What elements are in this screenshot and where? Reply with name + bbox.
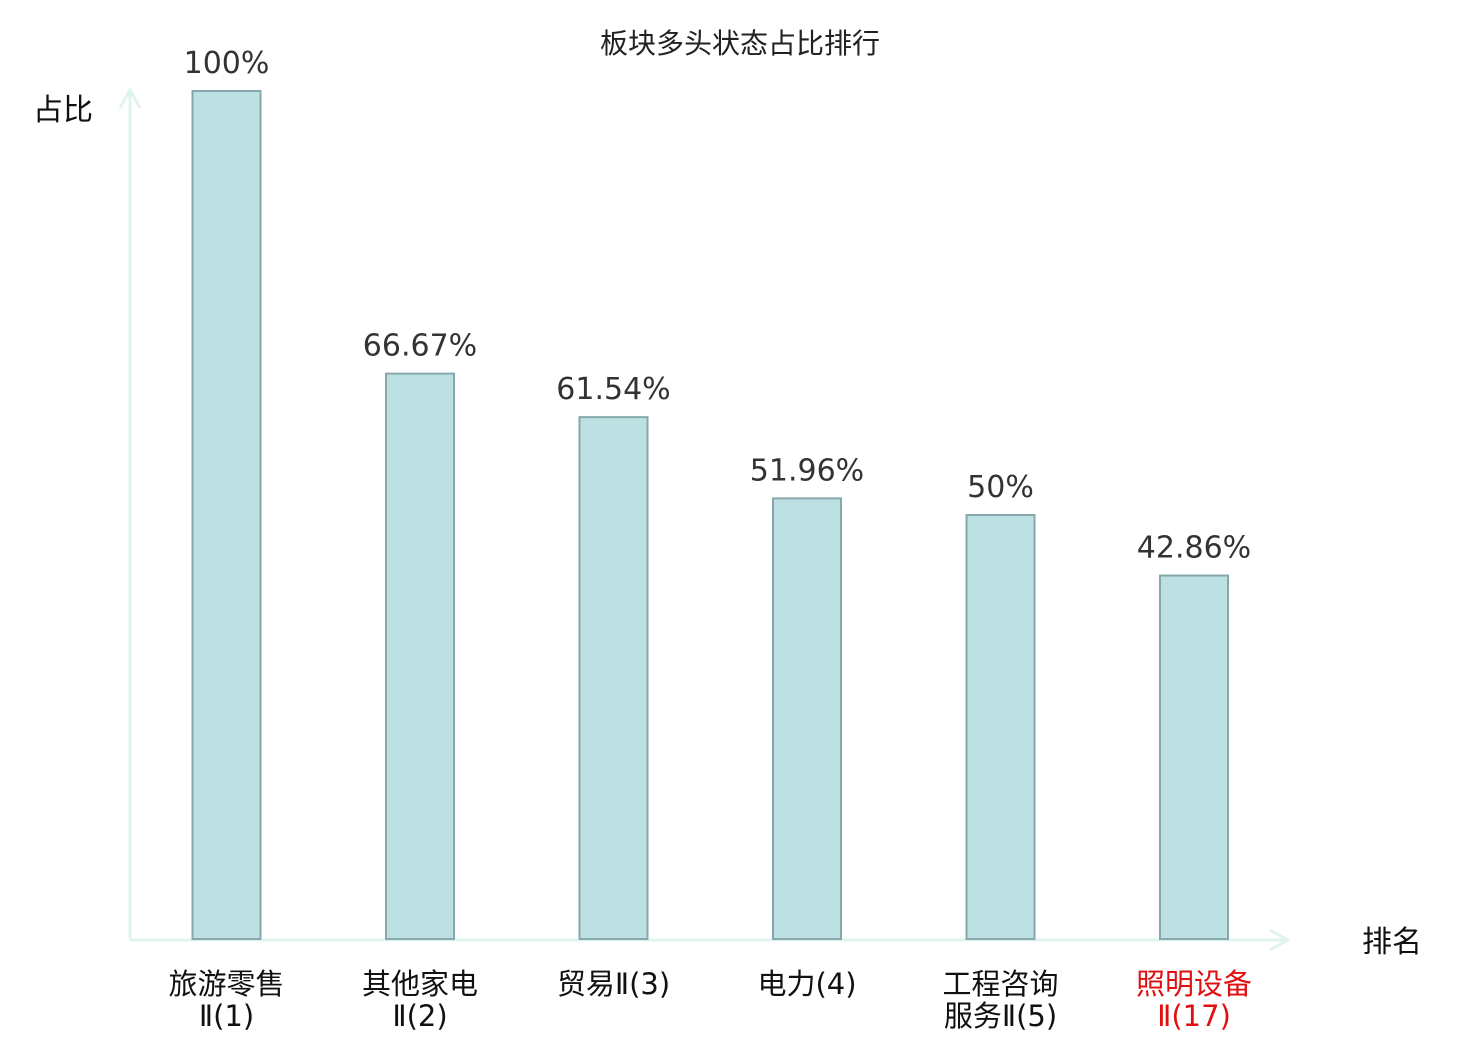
value-label-5: 50%: [967, 470, 1034, 505]
bar-6: [1159, 574, 1229, 940]
y-axis-arrow: [118, 86, 142, 109]
value-label-2: 66.67%: [363, 329, 477, 364]
bar-1: [191, 90, 262, 940]
value-labels: 100% 66.67% 61.54% 51.96% 50% 42.86%: [184, 46, 1252, 566]
x-tick-label-5-line-2: 服务Ⅱ(5): [944, 999, 1057, 1033]
bar-3: [578, 416, 649, 940]
x-tick-label-3-line-1: 贸易Ⅱ(3): [557, 967, 670, 1001]
bars: [191, 90, 1229, 940]
bar-4: [772, 497, 842, 940]
value-label-1: 100%: [184, 46, 270, 81]
bar-2: [385, 372, 455, 940]
value-label-6: 42.86%: [1137, 531, 1251, 566]
chart-title: 板块多头状态占比排行: [600, 27, 880, 60]
x-tick-label-6-line-2: Ⅱ(17): [1157, 999, 1231, 1033]
x-tick-label-1-line-2: Ⅱ(1): [199, 999, 254, 1033]
x-axis-label: 排名: [1362, 925, 1422, 960]
x-tick-label-2-line-2: Ⅱ(2): [392, 999, 447, 1033]
x-tick-label-4-line-1: 电力(4): [757, 967, 856, 1001]
x-tick-label-2-line-1: 其他家电: [362, 967, 478, 1001]
x-tick-label-1-line-1: 旅游零售: [168, 967, 284, 1001]
x-tick-label-6-line-1: 照明设备: [1136, 967, 1252, 1001]
x-axis-arrow: [1269, 928, 1292, 952]
x-tick-label-5-line-1: 工程咨询: [942, 967, 1058, 1001]
value-label-3: 61.54%: [556, 372, 670, 407]
y-axis-label: 占比: [33, 93, 93, 128]
value-label-4: 51.96%: [750, 453, 864, 488]
bar-5: [965, 514, 1036, 940]
